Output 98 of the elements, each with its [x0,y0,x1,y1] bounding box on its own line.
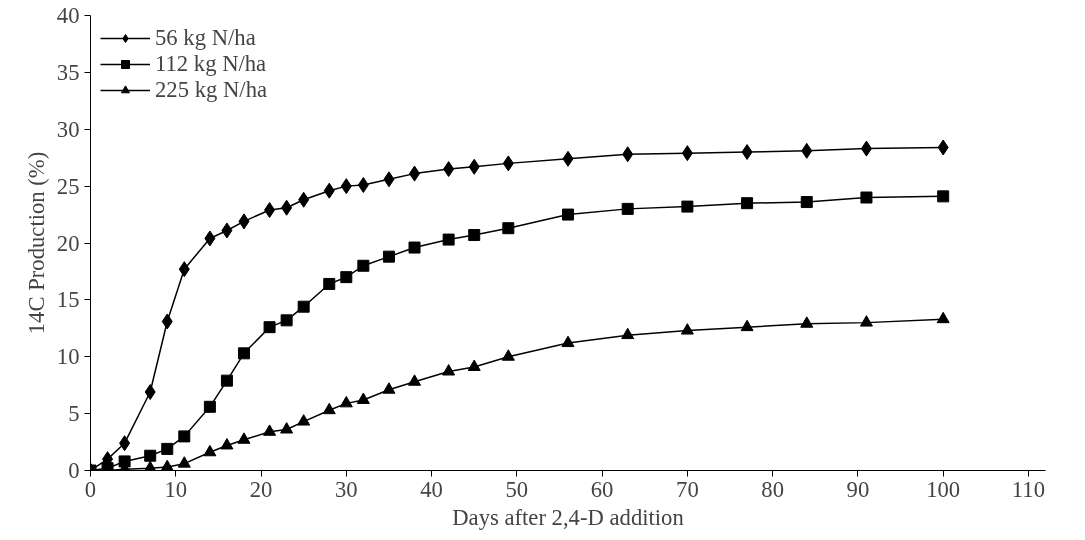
point [382,250,395,263]
point [621,327,635,340]
x-tick-label: 30 [334,476,358,502]
point [322,402,336,415]
point [161,442,174,455]
point [323,182,335,199]
point [339,395,353,408]
point [177,456,191,468]
point [801,142,813,159]
point [502,222,515,235]
point [502,155,514,172]
point [408,374,422,386]
point [203,400,216,413]
point [562,208,574,221]
x-tick-label: 110 [1011,476,1046,502]
y-tick-label: 5 [68,401,80,427]
point [297,300,310,313]
point [220,438,234,450]
point [357,176,369,193]
point [562,150,574,167]
point [383,171,395,188]
x-tick-label: 100 [926,476,961,502]
y-tick-label: 10 [56,344,80,370]
point [340,271,353,284]
point [280,422,294,434]
y-tick-label: 0 [68,458,80,483]
point [860,140,872,157]
point [622,146,634,163]
point [220,374,233,387]
point [263,321,276,334]
point [680,323,694,335]
point [741,144,753,160]
point [468,158,480,175]
point [501,349,515,361]
legend-label: 225 kg N/ha [155,77,268,103]
point [860,191,873,204]
point [442,233,455,246]
x-axis-title: Days after 2,4-D addition [452,504,684,530]
point [741,197,754,210]
x-tick-label: 90 [846,476,870,502]
x-tick-label: 60 [590,476,614,502]
point [681,145,693,162]
point [280,314,293,327]
point [442,364,456,376]
point [281,199,293,216]
point [221,222,233,239]
point [160,459,174,471]
point [382,382,396,394]
point [298,191,310,208]
point [356,392,370,404]
y-tick-label: 40 [56,3,80,28]
x-tick-label: 20 [249,476,273,502]
point [340,178,352,195]
point [144,449,157,462]
x-tick-label: 0 [84,476,97,502]
legend-label: 56 kg N/ha [155,25,256,51]
y-tick-label: 30 [56,116,80,142]
point [740,319,754,332]
point [621,202,634,215]
point [264,202,276,219]
x-tick-label: 70 [676,476,699,502]
point [323,277,336,290]
point [119,435,131,452]
x-tick-label: 10 [164,476,188,502]
y-tick-label: 20 [56,230,80,256]
point [297,414,311,426]
point [144,384,156,401]
y-tick-label: 25 [56,173,80,199]
point [681,200,694,213]
point [937,139,949,156]
point [178,261,190,278]
point [237,432,251,444]
point [467,359,481,371]
point [178,430,191,443]
point [468,229,481,242]
point [936,311,950,324]
point [859,315,873,327]
legend-label: 112 kg N/ha [155,51,267,77]
point [408,241,421,254]
point [161,313,173,330]
point [800,316,814,328]
point [561,335,575,348]
point [238,213,250,230]
y-tick-label: 15 [56,287,80,313]
y-tick-label: 35 [56,59,80,85]
point [443,161,455,178]
point [204,230,216,247]
point [263,424,277,436]
y-axis-title: 14C Production (%) [23,151,49,335]
point [237,347,250,360]
x-tick-label: 80 [761,476,784,502]
point [203,444,217,457]
point [937,190,950,203]
x-tick-label: 40 [420,476,443,502]
point [357,259,370,272]
x-tick-label: 50 [505,476,529,502]
point [800,196,813,209]
point [409,165,421,182]
